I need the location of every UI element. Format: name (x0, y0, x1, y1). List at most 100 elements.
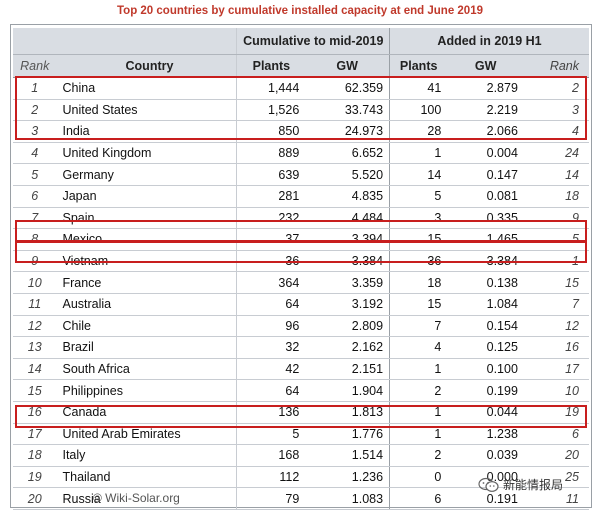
added-plants-cell: 1 (389, 423, 448, 446)
added-plants-cell: 1 (389, 358, 448, 381)
country-cell: Germany (56, 163, 237, 186)
country-cell: South Africa (56, 358, 237, 381)
plants-cell: 112 (236, 466, 306, 489)
rank-cell: 4 (13, 142, 57, 165)
wechat-icon (478, 477, 499, 492)
column-header-added-rank: Rank (523, 54, 589, 78)
added-rank-cell: 9 (523, 207, 589, 230)
table-row: 8 Mexico 37 3.394 15 1.465 5 (13, 228, 589, 251)
added-gw-cell: 0.199 (447, 379, 524, 402)
table-title: Top 20 countries by cumulative installed… (117, 5, 483, 17)
added-gw-cell: 0.004 (447, 142, 524, 165)
gw-cell: 1.083 (305, 487, 390, 510)
added-plants-cell: 28 (389, 120, 448, 143)
header-spacer (13, 28, 237, 55)
plants-cell: 79 (236, 487, 306, 510)
added-rank-cell: 4 (523, 120, 589, 143)
column-header-added-gw: GW (447, 54, 524, 78)
gw-cell: 2.151 (305, 358, 390, 381)
gw-cell: 2.809 (305, 315, 390, 338)
plants-cell: 5 (236, 423, 306, 446)
added-rank-cell: 20 (523, 444, 589, 467)
watermark: 新能情报局 (478, 476, 563, 493)
column-header-rank: Rank (13, 54, 57, 78)
rank-cell: 14 (13, 358, 57, 381)
plants-cell: 1,526 (236, 99, 306, 122)
added-rank-cell: 14 (523, 163, 589, 186)
table-row: 14 South Africa 42 2.151 1 0.100 17 (13, 358, 589, 381)
added-rank-cell: 11 (523, 487, 589, 510)
plants-cell: 32 (236, 336, 306, 359)
gw-cell: 62.359 (305, 77, 390, 100)
table-body: 1 China 1,444 62.359 41 2.879 2 2 United States 1… (13, 77, 589, 510)
country-cell: Thailand (56, 466, 237, 489)
table-row: 13 Brazil 32 2.162 4 0.125 16 (13, 336, 589, 359)
added-rank-cell: 15 (523, 271, 589, 294)
country-cell: Australia (56, 293, 237, 316)
added-plants-cell: 15 (389, 293, 448, 316)
rank-cell: 15 (13, 379, 57, 402)
ranking-table: Cumulative to mid-2019 Added in 2019 H1 … (13, 28, 589, 510)
country-cell: France (56, 271, 237, 294)
gw-cell: 6.652 (305, 142, 390, 165)
highlight-box-uae (15, 405, 587, 428)
plants-cell: 42 (236, 358, 306, 381)
rank-cell: 20 (13, 487, 57, 510)
gw-cell: 3.192 (305, 293, 390, 316)
country-cell: United Kingdom (56, 142, 237, 165)
rank-cell: 6 (13, 185, 57, 208)
country-cell: United States (56, 99, 237, 122)
added-gw-cell: 0.081 (447, 185, 524, 208)
plants-cell: 850 (236, 120, 306, 143)
country-cell: United Arab Emirates (56, 423, 237, 446)
rank-cell: 7 (13, 207, 57, 230)
plants-cell: 64 (236, 293, 306, 316)
country-cell: Philippines (56, 379, 237, 402)
plants-cell: 364 (236, 271, 306, 294)
gw-cell: 3.359 (305, 271, 390, 294)
table-row: 10 France 364 3.359 18 0.138 15 (13, 271, 589, 294)
added-gw-cell: 0.039 (447, 444, 524, 467)
plants-cell: 1,444 (236, 77, 306, 100)
table-row: 6 Japan 281 4.835 5 0.081 18 (13, 185, 589, 208)
added-gw-cell: 0.147 (447, 163, 524, 186)
rank-cell: 5 (13, 163, 57, 186)
table-row: 3 India 850 24.973 28 2.066 4 (13, 120, 589, 143)
added-plants-cell: 14 (389, 163, 448, 186)
column-header-country: Country (56, 54, 237, 78)
country-cell: Chile (56, 315, 237, 338)
plants-cell: 281 (236, 185, 306, 208)
added-plants-cell: 3 (389, 207, 448, 230)
table-row: 1 China 1,444 62.359 41 2.879 2 (13, 77, 589, 100)
table-row: 12 Chile 96 2.809 7 0.154 12 (13, 315, 589, 338)
rank-cell: 18 (13, 444, 57, 467)
country-cell: China (56, 77, 237, 100)
gw-cell: 4.835 (305, 185, 390, 208)
rank-cell: 2 (13, 99, 57, 122)
gw-cell: 2.162 (305, 336, 390, 359)
gw-cell: 1.904 (305, 379, 390, 402)
table-row: 15 Philippines 64 1.904 2 0.199 10 (13, 379, 589, 402)
gw-cell: 1.514 (305, 444, 390, 467)
added-plants-cell: 4 (389, 336, 448, 359)
country-cell: Brazil (56, 336, 237, 359)
plants-cell: 889 (236, 142, 306, 165)
added-plants-cell: 6 (389, 487, 448, 510)
highlight-box-mexico (15, 220, 587, 242)
highlight-box-top3 (15, 76, 587, 140)
column-header-added-plants: Plants (389, 54, 448, 78)
added-rank-cell: 17 (523, 358, 589, 381)
added-gw-cell: 0.000 (447, 466, 524, 489)
added-plants-cell: 0 (389, 466, 448, 489)
gw-cell: 5.520 (305, 163, 390, 186)
added-gw-cell: 0.138 (447, 271, 524, 294)
added-gw-cell: 0.154 (447, 315, 524, 338)
watermark-text: 新能情报局 (503, 478, 564, 492)
plants-cell: 96 (236, 315, 306, 338)
table-row: 7 Spain 232 4.484 3 0.335 9 (13, 207, 589, 230)
country-cell: Russia (56, 487, 237, 510)
plants-cell: 168 (236, 444, 306, 467)
added-gw-cell: 1.084 (447, 293, 524, 316)
added-plants-cell: 5 (389, 185, 448, 208)
added-rank-cell: 18 (523, 185, 589, 208)
